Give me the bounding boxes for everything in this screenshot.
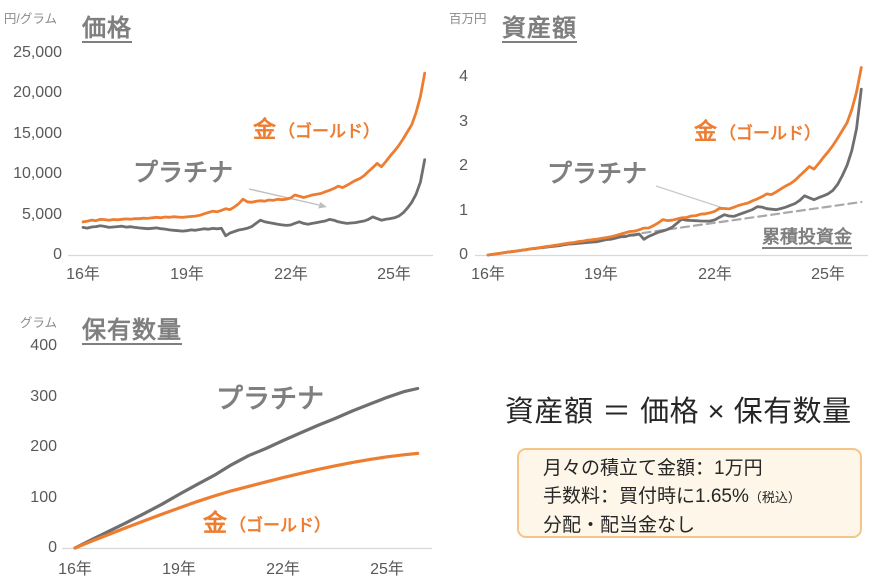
price-ytick-15000: 15,000 bbox=[13, 125, 62, 142]
investment-conditions-box: 月々の積立て金額：1万円 手数料：買付時に1.65%（税込） 分配・配当金なし bbox=[517, 448, 862, 538]
holdings-gold-line bbox=[73, 451, 420, 550]
price-ytick-0: 0 bbox=[53, 246, 62, 263]
gold-label-sub: （ゴールド） bbox=[229, 516, 331, 535]
info-line-monthly-amount: 月々の積立て金額：1万円 bbox=[543, 458, 763, 479]
price-ytick-20000: 20,000 bbox=[13, 84, 62, 101]
asset-formula-text: 資産額 ＝ 価格 × 保有数量 bbox=[505, 396, 852, 428]
price-platinum-line bbox=[81, 158, 427, 238]
asset-cumulative-label: 累積投資金 bbox=[762, 227, 852, 247]
info-line-no-dividends: 分配・配当金なし bbox=[543, 515, 696, 536]
price-xtick-16: 16年 bbox=[66, 266, 100, 283]
price-xtick-22: 22年 bbox=[274, 266, 308, 283]
asset-xtick-22: 22年 bbox=[698, 266, 732, 283]
asset-ytick-3: 3 bbox=[459, 113, 468, 130]
price-gold-line bbox=[81, 71, 427, 224]
asset-cumulative-line bbox=[486, 200, 863, 257]
asset-chart-title: 資産額 bbox=[502, 15, 577, 42]
price-chart-title: 価格 bbox=[82, 15, 132, 42]
asset-platinum-leader-line bbox=[655, 185, 724, 209]
holdings-platinum-line bbox=[73, 386, 420, 550]
asset-platinum-series-label: プラチナ bbox=[547, 160, 648, 188]
asset-ytick-1: 1 bbox=[459, 202, 468, 219]
asset-unit-label: 百万円 bbox=[449, 12, 487, 26]
price-ytick-5000: 5,000 bbox=[21, 206, 62, 223]
holdings-xtick-16: 16年 bbox=[58, 561, 92, 578]
holdings-ytick-400: 400 bbox=[30, 337, 57, 354]
holdings-xtick-25: 25年 bbox=[370, 561, 404, 578]
holdings-ytick-100: 100 bbox=[30, 489, 57, 506]
info-line-fee-tax-note: （税込） bbox=[748, 490, 801, 505]
holdings-platinum-series-label: プラチナ bbox=[216, 384, 324, 414]
gold-label-main: 金 bbox=[253, 116, 276, 142]
holdings-gold-series-label: 金（ゴールド） bbox=[203, 512, 331, 536]
price-xtick-19: 19年 bbox=[170, 266, 204, 283]
asset-ytick-2: 2 bbox=[459, 157, 468, 174]
price-ytick-10000: 10,000 bbox=[13, 165, 62, 182]
asset-gold-line bbox=[486, 66, 863, 257]
price-platinum-arrow bbox=[248, 188, 327, 209]
price-xtick-25: 25年 bbox=[377, 266, 411, 283]
asset-gold-series-label: 金（ゴールド） bbox=[694, 120, 821, 143]
holdings-unit-label: グラム bbox=[19, 316, 57, 330]
asset-ytick-4: 4 bbox=[459, 68, 468, 85]
holdings-ytick-0: 0 bbox=[48, 539, 57, 556]
gold-label-sub: （ゴールド） bbox=[278, 122, 380, 141]
price-unit-label: 円/グラム bbox=[3, 12, 57, 26]
holdings-xtick-22: 22年 bbox=[266, 561, 300, 578]
price-ytick-25000: 25,000 bbox=[13, 44, 62, 61]
holdings-ytick-200: 200 bbox=[30, 438, 57, 455]
asset-xtick-16: 16年 bbox=[471, 266, 505, 283]
gold-label-main: 金 bbox=[694, 118, 717, 144]
info-line-fee: 手数料：買付時に1.65%（税込） bbox=[543, 483, 860, 512]
price-platinum-series-label: プラチナ bbox=[133, 159, 234, 187]
holdings-chart-title: 保有数量 bbox=[82, 317, 182, 344]
asset-ytick-0: 0 bbox=[459, 246, 468, 263]
info-line-fee-main: 手数料：買付時に1.65% bbox=[543, 486, 749, 507]
gold-label-main: 金 bbox=[203, 510, 227, 537]
asset-xtick-19: 19年 bbox=[584, 266, 618, 283]
asset-xtick-25: 25年 bbox=[811, 266, 845, 283]
gold-label-sub: （ゴールド） bbox=[719, 124, 821, 143]
holdings-xtick-19: 19年 bbox=[162, 561, 196, 578]
price-gold-series-label: 金（ゴールド） bbox=[253, 118, 380, 141]
holdings-ytick-300: 300 bbox=[30, 388, 57, 405]
